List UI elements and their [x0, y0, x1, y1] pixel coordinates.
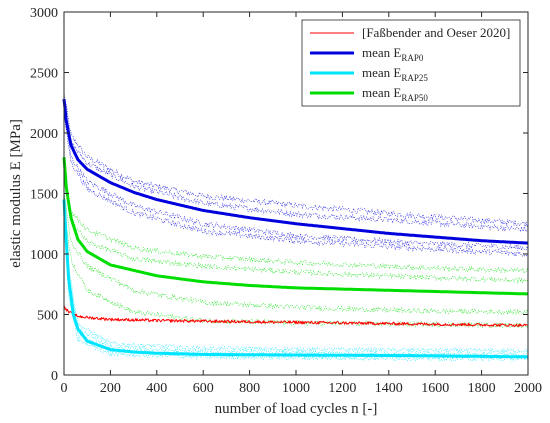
- x-tick-label: 600: [193, 381, 214, 396]
- replicate-line-rap0-0: [63, 92, 529, 227]
- legend-entry-subscript: RAP0: [401, 53, 424, 63]
- x-tick-label: 1400: [375, 381, 403, 396]
- legend-entry-subscript: RAP25: [401, 73, 428, 83]
- y-axis: 0 500 1000 1500 2000 2500 3000: [30, 6, 528, 384]
- legend-entry-subscript: RAP50: [401, 93, 428, 103]
- y-tick-label: 3000: [30, 6, 58, 21]
- x-tick-label: 800: [239, 381, 260, 396]
- y-tick-label: 0: [51, 369, 58, 384]
- x-axis-label: number of load cycles n [-]: [215, 401, 378, 417]
- series-line-rap0-mean: [62, 98, 529, 245]
- x-tick-label: 200: [100, 381, 121, 396]
- legend: [Faßbender and Oeser 2020]mean ERAP0mean…: [301, 19, 521, 107]
- series-line-rap50-mean: [62, 157, 529, 296]
- x-tick-label: 1800: [468, 381, 496, 396]
- x-tick-label: 1000: [282, 381, 310, 396]
- series-line-reference: [63, 306, 528, 328]
- replicate-line-rap0-3: [63, 114, 529, 258]
- x-tick-label: 0: [61, 381, 68, 396]
- y-tick-label: 2500: [30, 67, 58, 82]
- legend-entry-label: [Faßbender and Oeser 2020]: [362, 25, 510, 40]
- replicate-line-rap25-4: [63, 184, 529, 354]
- replicate-line-rap50-10: [63, 193, 529, 316]
- replicate-line-rap0-2: [63, 108, 529, 252]
- replicate-line-rap50-11: [63, 206, 529, 329]
- replicate-line-rap25-5: [63, 195, 528, 358]
- y-tick-label: 500: [37, 309, 58, 324]
- x-tick-label: 2000: [514, 381, 542, 396]
- y-tick-label: 1000: [30, 248, 58, 263]
- replicate-line-rap50-8: [63, 174, 529, 274]
- replicate-line-rap0-1: [63, 105, 529, 233]
- x-axis: 0 200 400 600 800 1000 1200 1400 1600 1800 2000: [61, 12, 542, 396]
- x-tick-label: 400: [146, 381, 167, 396]
- x-tick-label: 1200: [328, 381, 356, 396]
- replicate-line-rap50-9: [63, 180, 529, 284]
- y-axis-label: elastic modulus E [MPa]: [8, 119, 24, 268]
- series-lines: [62, 98, 529, 359]
- x-tick-label: 1600: [421, 381, 449, 396]
- series-line-rap25-mean: [62, 199, 529, 359]
- y-tick-label: 1500: [30, 188, 58, 203]
- y-tick-label: 2000: [30, 127, 58, 142]
- replicate-line-rap25-6: [63, 207, 529, 360]
